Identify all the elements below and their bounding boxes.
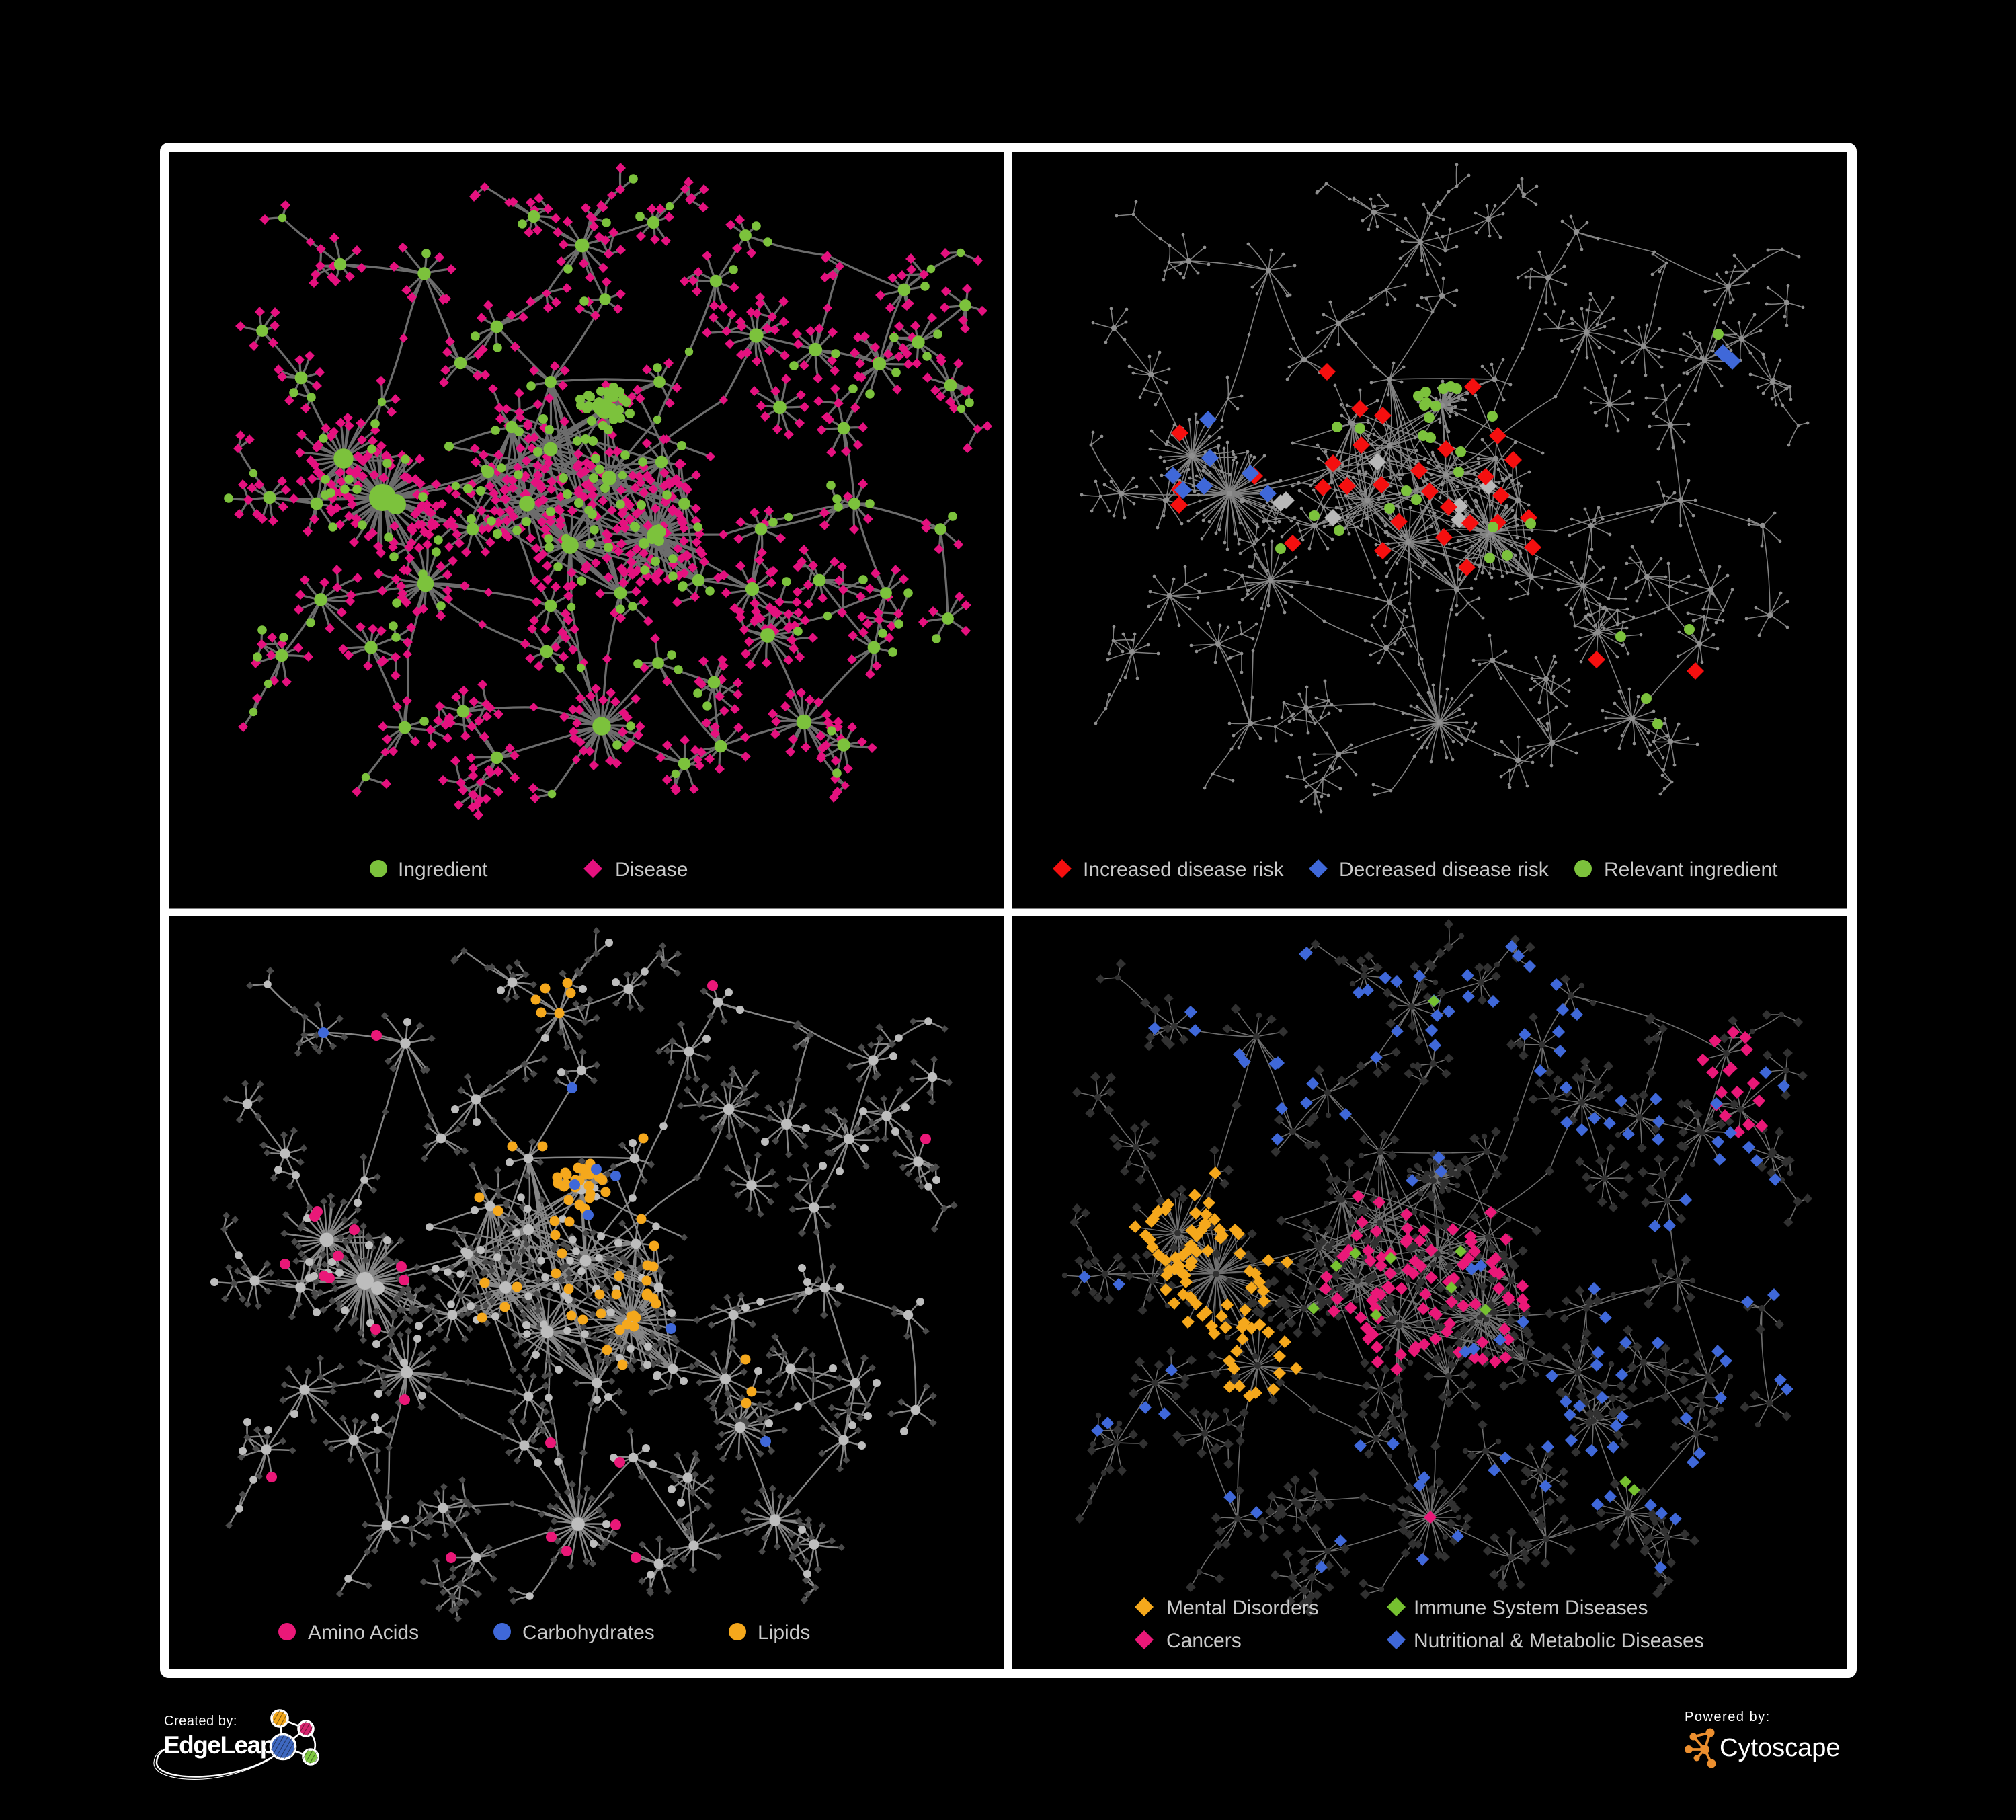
svg-text:Ingredient: Ingredient	[398, 859, 488, 881]
svg-text:Lipids: Lipids	[758, 1622, 810, 1644]
svg-text:Immune System Diseases: Immune System Diseases	[1414, 1597, 1648, 1619]
svg-text:Cancers: Cancers	[1166, 1630, 1242, 1652]
svg-text:Created by:: Created by:	[164, 1714, 237, 1729]
svg-text:Mental Disorders: Mental Disorders	[1166, 1597, 1319, 1619]
svg-text:Powered by:: Powered by:	[1685, 1710, 1771, 1725]
svg-text:Amino Acids: Amino Acids	[308, 1622, 419, 1644]
svg-text:Relevant ingredient: Relevant ingredient	[1604, 859, 1778, 881]
svg-text:Disease: Disease	[615, 859, 688, 881]
svg-text:Nutritional & Metabolic Diseas: Nutritional & Metabolic Diseases	[1414, 1630, 1704, 1652]
svg-text:Increased disease risk: Increased disease risk	[1083, 859, 1284, 881]
svg-text:Carbohydrates: Carbohydrates	[522, 1622, 655, 1644]
svg-text:Decreased disease risk: Decreased disease risk	[1339, 859, 1549, 881]
svg-text:EdgeLeap: EdgeLeap	[163, 1731, 275, 1759]
svg-text:Cytoscape: Cytoscape	[1720, 1734, 1841, 1762]
